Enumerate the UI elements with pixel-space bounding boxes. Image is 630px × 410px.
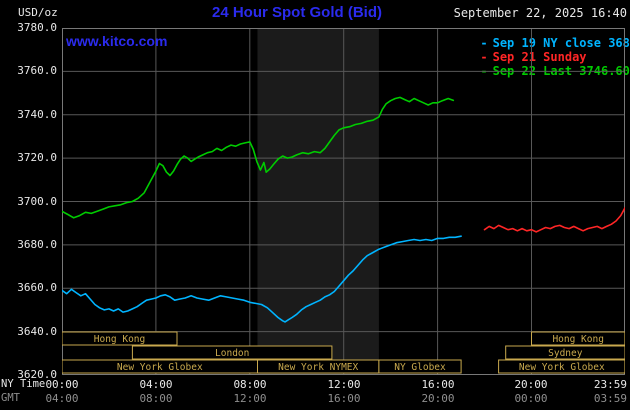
session-label: Hong Kong (552, 334, 603, 345)
series-sep21-line (483, 207, 625, 233)
legend-item-sep21: - Sep 21 Sunday (437, 36, 630, 64)
y-axis-label: 3700.0 (17, 194, 57, 208)
series-sep19-line (62, 235, 462, 323)
x-axis-label-ny: 16:00 (421, 378, 455, 391)
x-axis-label-gmt: 12:00 (233, 392, 267, 405)
session-box (131, 345, 333, 360)
y-axis-label: 3760.0 (17, 64, 57, 78)
chart-title: 24 Hour Spot Gold (Bid) (212, 4, 382, 21)
kitco-watermark: www.kitco.com (66, 33, 168, 49)
legend-label: Sep 21 Sunday (492, 50, 587, 64)
session-label: New York Globex (519, 362, 605, 373)
y-axis-label: 3780.0 (17, 21, 57, 34)
y-axis-label: 3620.0 (17, 368, 57, 381)
session-box (505, 345, 625, 360)
x-axis-label-ny: 04:00 (139, 378, 173, 391)
session-box (531, 331, 625, 346)
y-axis-label: 3720.0 (17, 151, 57, 165)
x-axis-label-gmt: 08:00 (139, 392, 173, 405)
session-label: Sydney (548, 348, 583, 359)
x-axis-label-ny: 12:00 (327, 378, 361, 391)
x-axis-label-ny: 20:00 (514, 378, 548, 391)
y-axis-label: 3680.0 (17, 237, 57, 251)
unit-label: USD/oz (18, 6, 58, 19)
session-box (378, 359, 462, 374)
datetime-label: September 22, 2025 16:40 (453, 6, 627, 20)
x-axis-label-gmt: 20:00 (421, 392, 455, 405)
x-axis-label-ny: 08:00 (233, 378, 267, 391)
session-label: NY Globex (394, 362, 446, 373)
session-box (498, 359, 625, 374)
x-axis-label-gmt: 04:00 (45, 392, 79, 405)
gmt-axis-label: GMT (1, 392, 20, 404)
session-label: Hong Kong (94, 334, 145, 345)
legend-dash-icon: - (480, 36, 488, 50)
x-axis-label-gmt: 03:59 (593, 392, 627, 405)
x-axis-label-ny: 00:00 (45, 378, 79, 391)
x-axis-label-gmt: 16:00 (327, 392, 361, 405)
y-axis-label: 3740.0 (17, 107, 57, 121)
y-axis-label: 3660.0 (17, 281, 57, 295)
x-axis-label-gmt: 00:00 (514, 392, 548, 405)
session-label: New York NYMEX (278, 362, 358, 373)
session-label: New York Globex (117, 362, 203, 373)
session-box (62, 331, 178, 346)
series-sep22-line (62, 96, 455, 219)
plot-border (62, 28, 625, 375)
x-axis-label-ny: 23:59 (593, 378, 627, 391)
plot-area: Hong Kong Hong Kong London Sydney New York G… (62, 28, 625, 375)
session-label: London (215, 348, 249, 359)
ny-time-axis-label: NY Time (1, 378, 46, 390)
y-axis-label: 3640.0 (17, 324, 57, 338)
legend-dash-icon: - (480, 50, 488, 64)
